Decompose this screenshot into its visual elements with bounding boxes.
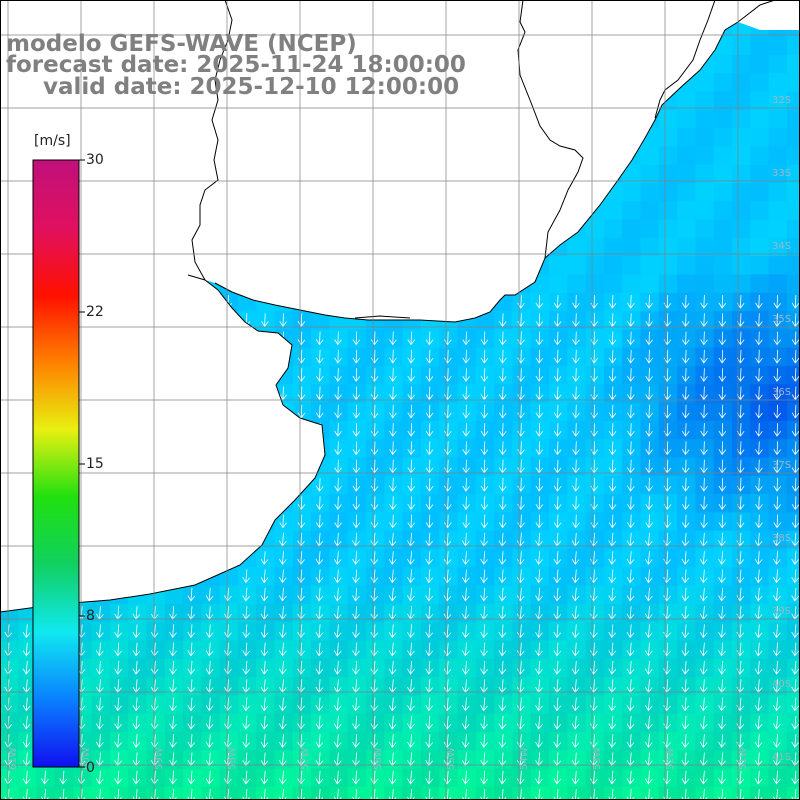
lat-label: 39S [772, 606, 791, 617]
lat-label: 41S [772, 752, 791, 763]
title-model: modelo GEFS-WAVE (NCEP) [6, 31, 357, 57]
colorbar-label-30: 30 [86, 152, 104, 168]
lon-label: 57W [300, 747, 311, 770]
colorbar-tick-marks [79, 159, 85, 768]
lon-label: 51W [738, 747, 749, 770]
title-valid-date: valid date: 2025-12-10 12:00:00 [43, 74, 460, 100]
land-area [0, 0, 800, 612]
lon-label: 58W [227, 747, 238, 770]
colorbar-bar [32, 159, 80, 768]
colorbar-label-8: 8 [86, 608, 95, 624]
lat-label: 32S [772, 95, 791, 106]
colorbar-label-0: 0 [86, 760, 95, 776]
lat-label: 35S [772, 314, 791, 325]
lon-label: 60W [81, 747, 92, 770]
lon-label: 53W [592, 747, 603, 770]
grid-labels: 32S 33S 34S 35S 36S 37S 38S 39S 40S 41S 61W 60W 59W 5… [8, 95, 791, 770]
lon-label: 59W [154, 747, 165, 770]
lon-label: 52W [665, 747, 676, 770]
lat-label: 40S [772, 679, 791, 690]
lat-label: 36S [772, 387, 791, 398]
lat-label: 37S [772, 460, 791, 471]
lon-label: 61W [8, 747, 19, 770]
title-forecast-date: forecast date: 2025-11-24 18:00:00 [6, 52, 466, 78]
colorbar-unit: [m/s] [34, 133, 71, 149]
colorbar-label-22: 22 [86, 304, 104, 320]
lat-label: 33S [772, 168, 791, 179]
lat-label: 34S [772, 241, 791, 252]
coastline [0, 0, 776, 613]
lon-label: 54W [519, 747, 530, 770]
lat-label: 38S [772, 533, 791, 544]
lon-label: 55W [446, 747, 457, 770]
lon-label: 56W [373, 747, 384, 770]
colorbar-label-15: 15 [86, 456, 104, 472]
